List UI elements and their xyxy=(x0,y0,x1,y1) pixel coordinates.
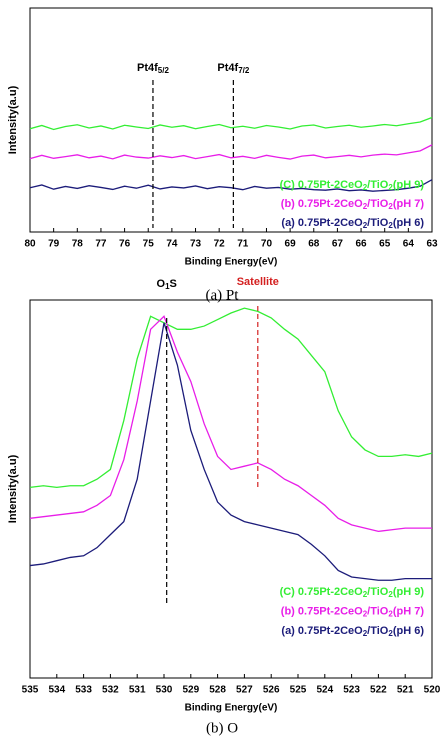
x-tick-label: 74 xyxy=(166,239,178,250)
x-tick-label: 72 xyxy=(214,239,226,250)
x-tick-label: 526 xyxy=(263,685,280,696)
x-tick-label: 530 xyxy=(156,685,173,696)
x-tick-label: 75 xyxy=(143,239,155,250)
spectrum-line xyxy=(29,179,433,192)
x-tick-label: 69 xyxy=(285,239,297,250)
y-axis-label: Intensity(a.u) xyxy=(7,85,19,154)
x-tick-label: 531 xyxy=(129,685,146,696)
spectrum-line xyxy=(29,307,433,489)
x-tick-label: 534 xyxy=(48,685,65,696)
x-tick-label: 70 xyxy=(261,239,273,250)
x-tick-label: 523 xyxy=(343,685,360,696)
x-axis-label: Binding Energy(eV) xyxy=(185,257,278,268)
x-tick-label: 78 xyxy=(72,239,84,250)
legend-entry: (a) 0.75Pt-2CeO2/TiO2(pH 6) xyxy=(281,217,424,230)
x-tick-label: 76 xyxy=(119,239,131,250)
x-tick-label: 535 xyxy=(22,685,39,696)
x-tick-label: 73 xyxy=(190,239,202,250)
caption: (a) Pt xyxy=(206,287,240,303)
spectrum-line xyxy=(29,144,433,160)
legend-entry: (b) 0.75Pt-2CeO2/TiO2(pH 7) xyxy=(281,198,425,211)
x-tick-label: 66 xyxy=(355,239,367,250)
x-tick-label: 529 xyxy=(182,685,199,696)
x-tick-label: 532 xyxy=(102,685,119,696)
legend-entry: (b) 0.75Pt-2CeO2/TiO2(pH 7) xyxy=(281,605,425,618)
legend-entry: (a) 0.75Pt-2CeO2/TiO2(pH 6) xyxy=(281,625,424,638)
legend-entry: (C) 0.75Pt-2CeO2/TiO2(pH 9) xyxy=(280,179,425,192)
annotation-label: Pt4f7/2 xyxy=(217,62,249,75)
x-tick-label: 63 xyxy=(426,239,438,250)
x-tick-label: 77 xyxy=(95,239,107,250)
x-tick-label: 67 xyxy=(332,239,344,250)
x-tick-label: 525 xyxy=(290,685,307,696)
spectrum-line xyxy=(29,322,432,581)
x-tick-label: 527 xyxy=(236,685,253,696)
spectrum-line xyxy=(29,116,433,131)
x-tick-label: 80 xyxy=(24,239,36,250)
x-tick-label: 65 xyxy=(379,239,391,250)
x-axis-label: Binding Energy(eV) xyxy=(185,703,278,714)
x-tick-label: 68 xyxy=(308,239,320,250)
x-tick-label: 71 xyxy=(237,239,249,250)
x-tick-label: 521 xyxy=(397,685,414,696)
x-tick-label: 528 xyxy=(209,685,226,696)
legend-entry: (C) 0.75Pt-2CeO2/TiO2(pH 9) xyxy=(280,586,425,599)
annotation-label: Satellite xyxy=(237,276,279,288)
x-tick-label: 533 xyxy=(75,685,92,696)
x-tick-label: 64 xyxy=(403,239,415,250)
x-tick-label: 520 xyxy=(424,685,441,696)
x-tick-label: 79 xyxy=(48,239,60,250)
caption: (b) O xyxy=(206,720,238,736)
y-axis-label: Intensity(a.u) xyxy=(7,454,19,523)
annotation-label: O1S xyxy=(157,278,177,291)
spectrum-line xyxy=(29,315,432,533)
plot-frame xyxy=(29,7,433,233)
plot-frame xyxy=(29,299,433,679)
annotation-label: Pt4f5/2 xyxy=(137,62,169,75)
x-tick-label: 524 xyxy=(316,685,333,696)
x-tick-label: 522 xyxy=(370,685,387,696)
